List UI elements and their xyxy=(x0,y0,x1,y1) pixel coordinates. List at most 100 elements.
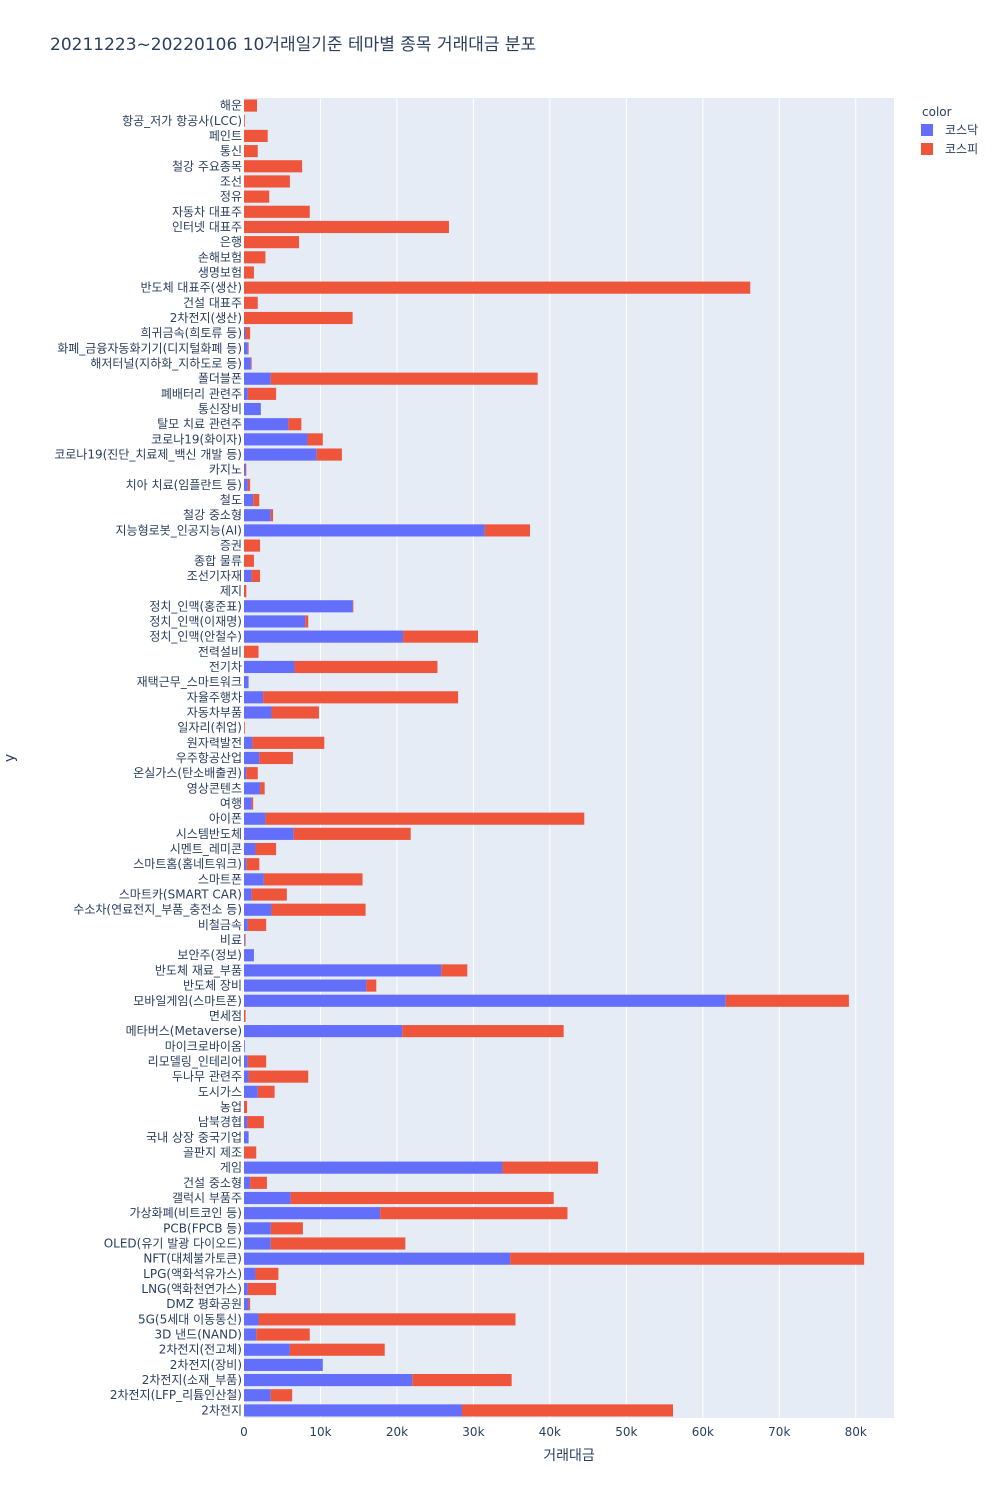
bar-kospi[interactable] xyxy=(252,736,325,749)
bar-kosdaq[interactable] xyxy=(244,569,252,582)
bar-kospi[interactable] xyxy=(258,1313,516,1326)
bar-kosdaq[interactable] xyxy=(244,782,261,795)
bar-kosdaq[interactable] xyxy=(244,842,256,856)
bar-kospi[interactable] xyxy=(247,1282,277,1296)
bar-kospi[interactable] xyxy=(316,448,342,461)
bar-kosdaq[interactable] xyxy=(244,1025,403,1038)
bar-kospi[interactable] xyxy=(265,812,585,825)
bar-kosdaq[interactable] xyxy=(244,1298,249,1311)
bar-kosdaq[interactable] xyxy=(244,1176,251,1189)
bar-kosdaq[interactable] xyxy=(244,1404,462,1417)
bar-kosdaq[interactable] xyxy=(244,630,404,643)
bar-kospi[interactable] xyxy=(244,554,254,567)
bar-kosdaq[interactable] xyxy=(244,615,306,628)
bar-kospi[interactable] xyxy=(253,494,260,507)
bar-kosdaq[interactable] xyxy=(244,858,247,871)
bar-kospi[interactable] xyxy=(250,357,252,370)
bar-kosdaq[interactable] xyxy=(244,797,252,810)
bar-kosdaq[interactable] xyxy=(244,827,294,840)
bar-kospi[interactable] xyxy=(380,1207,568,1220)
bar-kospi[interactable] xyxy=(251,888,287,901)
bar-kosdaq[interactable] xyxy=(244,1313,259,1326)
bar-kospi[interactable] xyxy=(244,1146,257,1159)
bar-kospi[interactable] xyxy=(247,918,267,931)
bar-kosdaq[interactable] xyxy=(244,1343,290,1356)
bar-kosdaq[interactable] xyxy=(244,873,264,886)
bar-kosdaq[interactable] xyxy=(244,736,253,749)
bar-kospi[interactable] xyxy=(244,296,258,309)
bar-kosdaq[interactable] xyxy=(244,1161,503,1174)
bar-kospi[interactable] xyxy=(256,1328,310,1341)
bar-kosdaq[interactable] xyxy=(244,1116,248,1129)
bar-kospi[interactable] xyxy=(403,630,478,643)
bar-kosdaq[interactable] xyxy=(244,949,254,962)
bar-kospi[interactable] xyxy=(289,1343,385,1356)
bar-kosdaq[interactable] xyxy=(244,342,248,355)
bar-kosdaq[interactable] xyxy=(244,1267,256,1280)
bar-kosdaq[interactable] xyxy=(244,812,266,825)
bar-kospi[interactable] xyxy=(247,1055,267,1068)
bar-kosdaq[interactable] xyxy=(244,1237,271,1250)
bar-kospi[interactable] xyxy=(725,994,849,1007)
bar-kosdaq[interactable] xyxy=(244,600,353,613)
bar-kosdaq[interactable] xyxy=(244,1389,271,1402)
legend-label[interactable]: 코스닥 xyxy=(945,123,978,137)
bar-kosdaq[interactable] xyxy=(244,1055,248,1068)
bar-kosdaq[interactable] xyxy=(244,1070,249,1083)
bar-kospi[interactable] xyxy=(244,934,246,947)
bar-kospi[interactable] xyxy=(412,1374,512,1387)
bar-kospi[interactable] xyxy=(244,1100,248,1114)
bar-kospi[interactable] xyxy=(244,645,259,658)
bar-kospi[interactable] xyxy=(245,463,247,476)
bar-kosdaq[interactable] xyxy=(244,478,248,491)
bar-kosdaq[interactable] xyxy=(244,448,317,461)
bar-kospi[interactable] xyxy=(510,1252,865,1265)
bar-kospi[interactable] xyxy=(244,190,270,203)
bar-kospi[interactable] xyxy=(270,1389,293,1402)
bar-kospi[interactable] xyxy=(244,251,266,264)
bar-kospi[interactable] xyxy=(244,129,268,142)
bar-kosdaq[interactable] xyxy=(244,964,442,977)
bar-kosdaq[interactable] xyxy=(244,994,726,1007)
bar-kospi[interactable] xyxy=(246,858,260,871)
legend-swatch[interactable] xyxy=(921,143,933,155)
bar-kosdaq[interactable] xyxy=(244,1207,381,1220)
bar-kosdaq[interactable] xyxy=(244,934,245,947)
bar-kospi[interactable] xyxy=(247,342,249,355)
bar-kospi[interactable] xyxy=(263,873,363,886)
bar-kospi[interactable] xyxy=(250,1176,267,1189)
legend-label[interactable]: 코스피 xyxy=(945,142,978,156)
bar-kospi[interactable] xyxy=(294,660,438,674)
bar-kospi[interactable] xyxy=(244,220,449,234)
bar-kospi[interactable] xyxy=(247,387,277,400)
bar-kospi[interactable] xyxy=(246,767,258,780)
bar-kospi[interactable] xyxy=(255,842,277,856)
bar-kospi[interactable] xyxy=(259,751,293,765)
bar-kospi[interactable] xyxy=(244,311,353,325)
bar-kospi[interactable] xyxy=(307,433,323,446)
bar-kospi[interactable] xyxy=(271,903,366,916)
bar-kospi[interactable] xyxy=(244,99,257,112)
bar-kospi[interactable] xyxy=(244,175,290,188)
bar-kospi[interactable] xyxy=(502,1161,599,1174)
bar-kospi[interactable] xyxy=(352,600,354,613)
bar-kospi[interactable] xyxy=(270,1222,303,1235)
bar-kosdaq[interactable] xyxy=(244,327,246,340)
bar-kospi[interactable] xyxy=(244,266,254,279)
bar-kospi[interactable] xyxy=(366,979,377,992)
bar-kospi[interactable] xyxy=(484,524,530,537)
bar-kospi[interactable] xyxy=(305,615,309,628)
bar-kospi[interactable] xyxy=(260,782,265,795)
bar-kosdaq[interactable] xyxy=(244,1328,257,1341)
bar-kospi[interactable] xyxy=(402,1025,564,1038)
bar-kospi[interactable] xyxy=(244,145,258,158)
bar-kosdaq[interactable] xyxy=(244,1252,511,1265)
legend-swatch[interactable] xyxy=(921,124,933,136)
bar-kosdaq[interactable] xyxy=(244,706,272,719)
bar-kosdaq[interactable] xyxy=(244,767,247,780)
bar-kosdaq[interactable] xyxy=(244,433,308,446)
bar-kospi[interactable] xyxy=(290,1191,554,1205)
bar-kospi[interactable] xyxy=(441,964,468,977)
bar-kospi[interactable] xyxy=(247,478,251,491)
